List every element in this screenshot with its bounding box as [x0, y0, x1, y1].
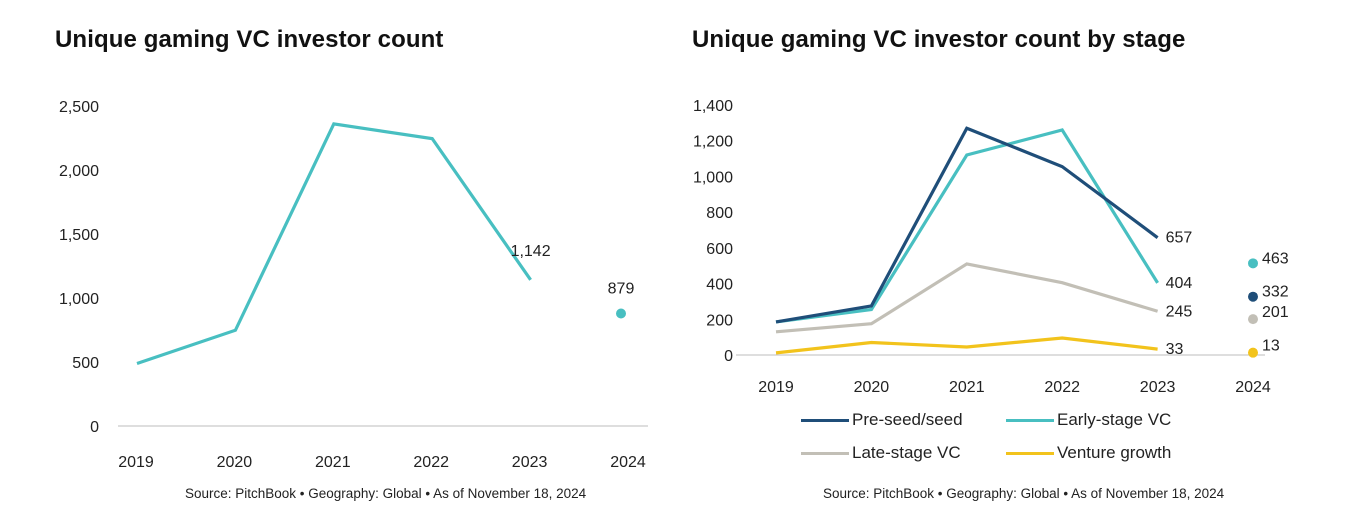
source-note: Source: PitchBook • Geography: Global • … [185, 486, 587, 501]
legend-label: Venture growth [1057, 443, 1172, 462]
data-label-2024-late-stage: 201 [1262, 304, 1289, 321]
x-tick-label: 2024 [610, 454, 646, 471]
legend-swatch [1006, 451, 1054, 455]
data-label-2023: 1,142 [511, 243, 551, 260]
y-tick-label: 500 [72, 355, 99, 372]
series-line-late-stage [775, 262, 1159, 334]
data-point-2024-late-stage [1248, 314, 1258, 325]
y-tick-label: 800 [706, 205, 733, 222]
legend-swatch [1006, 418, 1054, 422]
series-line-venture-growth [775, 336, 1158, 355]
series-line-early-stage [775, 128, 1159, 324]
legend: Pre-seed/seed Early-stage VC Late-stage … [801, 410, 1221, 470]
y-tick-label: 600 [706, 241, 733, 258]
data-point-2024-pre-seed [1248, 291, 1258, 302]
end-label-venture-growth: 33 [1166, 341, 1184, 358]
legend-item-early-stage: Early-stage VC [1006, 410, 1171, 430]
chart-title: Unique gaming VC investor count by stage [692, 26, 1186, 53]
y-tick-label: 1,000 [59, 291, 99, 308]
y-tick-label: 1,500 [59, 227, 99, 244]
legend-label: Pre-seed/seed [852, 410, 963, 429]
x-tick-label: 2020 [854, 379, 890, 396]
data-point-2024-early-stage [1248, 258, 1258, 269]
x-tick-label: 2024 [1235, 379, 1271, 396]
data-point-2024-venture-growth [1248, 347, 1258, 358]
chart-panel-left: Unique gaming VC investor count 0 500 1,00… [0, 0, 673, 528]
end-label-pre-seed: 657 [1166, 230, 1193, 247]
y-tick-label: 1,000 [693, 169, 733, 186]
end-label-late-stage: 245 [1166, 303, 1193, 320]
x-tick-label: 2019 [118, 454, 154, 471]
y-tick-label: 1,400 [693, 98, 733, 115]
end-label-early-stage: 404 [1166, 275, 1193, 292]
y-tick-label: 0 [724, 348, 733, 365]
line-chart-by-stage: 0 200 400 600 800 1,000 1,200 1,400 2019 2020 2021… [693, 98, 1289, 396]
legend-label: Late-stage VC [852, 443, 961, 462]
x-tick-label: 2021 [949, 379, 985, 396]
series-line-pre-seed [775, 126, 1159, 324]
data-label-2024: 879 [608, 280, 635, 297]
x-tick-label: 2023 [512, 454, 548, 471]
legend-item-venture-growth: Venture growth [1006, 443, 1171, 463]
x-tick-label: 2019 [758, 379, 794, 396]
line-chart-total: 0 500 1,000 1,500 2,000 2,500 2019 2020 2021 2022… [59, 99, 648, 471]
y-tick-label: 1,200 [693, 134, 733, 151]
data-point-2024 [616, 308, 626, 319]
y-tick-label: 200 [706, 312, 733, 329]
legend-item-pre-seed: Pre-seed/seed [801, 410, 963, 430]
y-tick-label: 0 [90, 419, 99, 436]
x-tick-label: 2023 [1140, 379, 1176, 396]
chart-title: Unique gaming VC investor count [55, 26, 444, 53]
x-tick-label: 2020 [217, 454, 253, 471]
data-label-2024-early-stage: 463 [1262, 250, 1289, 267]
x-tick-label: 2021 [315, 454, 351, 471]
x-tick-label: 2022 [1044, 379, 1080, 396]
series-line-investor-count [136, 122, 532, 366]
legend-label: Early-stage VC [1057, 410, 1172, 429]
legend-swatch [801, 418, 849, 422]
x-tick-label: 2022 [413, 454, 449, 471]
y-tick-label: 400 [706, 277, 733, 294]
source-note: Source: PitchBook • Geography: Global • … [823, 486, 1225, 501]
legend-swatch [801, 451, 849, 455]
legend-item-late-stage: Late-stage VC [801, 443, 961, 463]
y-tick-label: 2,000 [59, 163, 99, 180]
y-tick-label: 2,500 [59, 99, 99, 116]
chart-panel-right: Unique gaming VC investor count by stage… [673, 0, 1347, 528]
data-label-2024-venture-growth: 13 [1262, 338, 1280, 355]
data-label-2024-pre-seed: 332 [1262, 284, 1289, 301]
